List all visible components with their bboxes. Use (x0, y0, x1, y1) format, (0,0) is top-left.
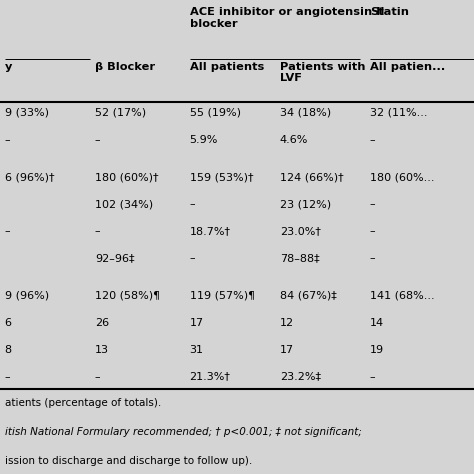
Text: 6 (96%)†: 6 (96%)† (5, 172, 54, 182)
Text: 31: 31 (190, 345, 204, 355)
Text: –: – (190, 253, 195, 263)
Text: 78–88‡: 78–88‡ (280, 253, 319, 263)
Text: 4.6%: 4.6% (280, 135, 308, 145)
Text: 32 (11%...: 32 (11%... (370, 108, 427, 118)
Text: 124 (66%)†: 124 (66%)† (280, 172, 343, 182)
Text: 23.0%†: 23.0%† (280, 226, 320, 236)
Text: 17: 17 (190, 318, 204, 328)
Text: y: y (5, 62, 12, 72)
Text: 23 (12%): 23 (12%) (280, 199, 331, 209)
Text: 12: 12 (280, 318, 294, 328)
Text: β Blocker: β Blocker (95, 62, 155, 72)
Text: 19: 19 (370, 345, 384, 355)
Text: 84 (67%)‡: 84 (67%)‡ (280, 291, 337, 301)
Text: –: – (190, 199, 195, 209)
Text: itish National Formulary recommended; † p<0.001; ‡ not significant;: itish National Formulary recommended; † … (5, 427, 362, 437)
Text: 14: 14 (370, 318, 384, 328)
Text: –: – (370, 226, 375, 236)
Text: 21.3%†: 21.3%† (190, 372, 230, 382)
Text: 9 (33%): 9 (33%) (5, 108, 49, 118)
Text: ission to discharge and discharge to follow up).: ission to discharge and discharge to fol… (5, 456, 252, 466)
Text: –: – (370, 199, 375, 209)
Text: 120 (58%)¶: 120 (58%)¶ (95, 291, 160, 301)
Text: –: – (95, 226, 100, 236)
Text: –: – (95, 372, 100, 382)
Text: All patients: All patients (190, 62, 264, 72)
Text: 6: 6 (5, 318, 12, 328)
Text: 8: 8 (5, 345, 12, 355)
Text: 52 (17%): 52 (17%) (95, 108, 146, 118)
Text: 119 (57%)¶: 119 (57%)¶ (190, 291, 255, 301)
Text: 141 (68%...: 141 (68%... (370, 291, 434, 301)
Text: atients (percentage of totals).: atients (percentage of totals). (5, 398, 161, 408)
Text: Patients with
LVF: Patients with LVF (280, 62, 365, 83)
Text: All patien...: All patien... (370, 62, 445, 72)
Text: 180 (60%...: 180 (60%... (370, 172, 434, 182)
Text: 5.9%: 5.9% (190, 135, 218, 145)
Text: 34 (18%): 34 (18%) (280, 108, 331, 118)
Text: –: – (370, 372, 375, 382)
Text: 159 (53%)†: 159 (53%)† (190, 172, 253, 182)
Text: 180 (60%)†: 180 (60%)† (95, 172, 158, 182)
Text: –: – (5, 135, 10, 145)
Text: 92–96‡: 92–96‡ (95, 253, 134, 263)
Text: 13: 13 (95, 345, 109, 355)
Text: 18.7%†: 18.7%† (190, 226, 230, 236)
Text: –: – (95, 135, 100, 145)
Text: Statin: Statin (370, 7, 409, 17)
Text: 26: 26 (95, 318, 109, 328)
Text: –: – (5, 226, 10, 236)
Text: –: – (5, 372, 10, 382)
Text: –: – (370, 253, 375, 263)
Text: 102 (34%): 102 (34%) (95, 199, 153, 209)
Text: 55 (19%): 55 (19%) (190, 108, 241, 118)
Text: 17: 17 (280, 345, 294, 355)
Text: 9 (96%): 9 (96%) (5, 291, 49, 301)
Text: –: – (370, 135, 375, 145)
Text: ACE inhibitor or angiotensin II
blocker: ACE inhibitor or angiotensin II blocker (190, 7, 384, 29)
Text: 23.2%‡: 23.2%‡ (280, 372, 320, 382)
